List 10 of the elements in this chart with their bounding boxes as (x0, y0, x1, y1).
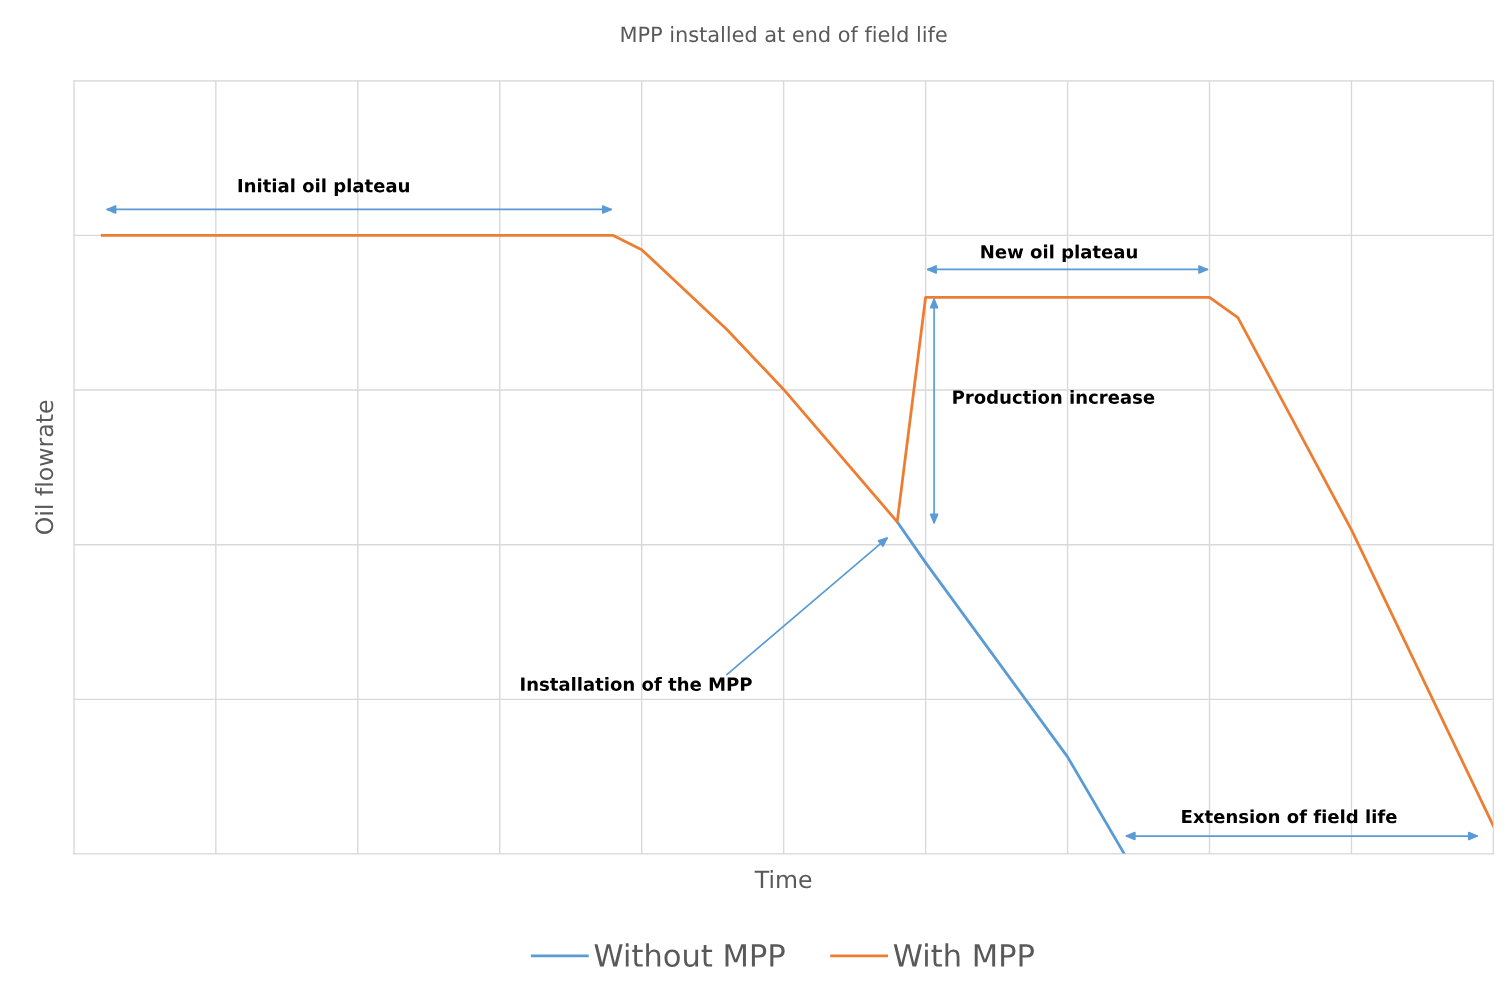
annotation: Production increase (953, 389, 1155, 404)
annotation: Installation of the MPP (521, 677, 752, 691)
annotation: Extension of field life (1182, 809, 1397, 824)
legend-label: With MPP (893, 943, 1034, 967)
x-axis-title: Time (754, 869, 812, 889)
y-axis-title: Oil flowrate (35, 400, 54, 534)
chart-title: MPP installed at end of field life (621, 26, 947, 43)
text: Initial oil plateau (238, 178, 409, 196)
legend-label: Without MPP (594, 943, 785, 967)
annotation: New oil plateau (981, 244, 1137, 263)
